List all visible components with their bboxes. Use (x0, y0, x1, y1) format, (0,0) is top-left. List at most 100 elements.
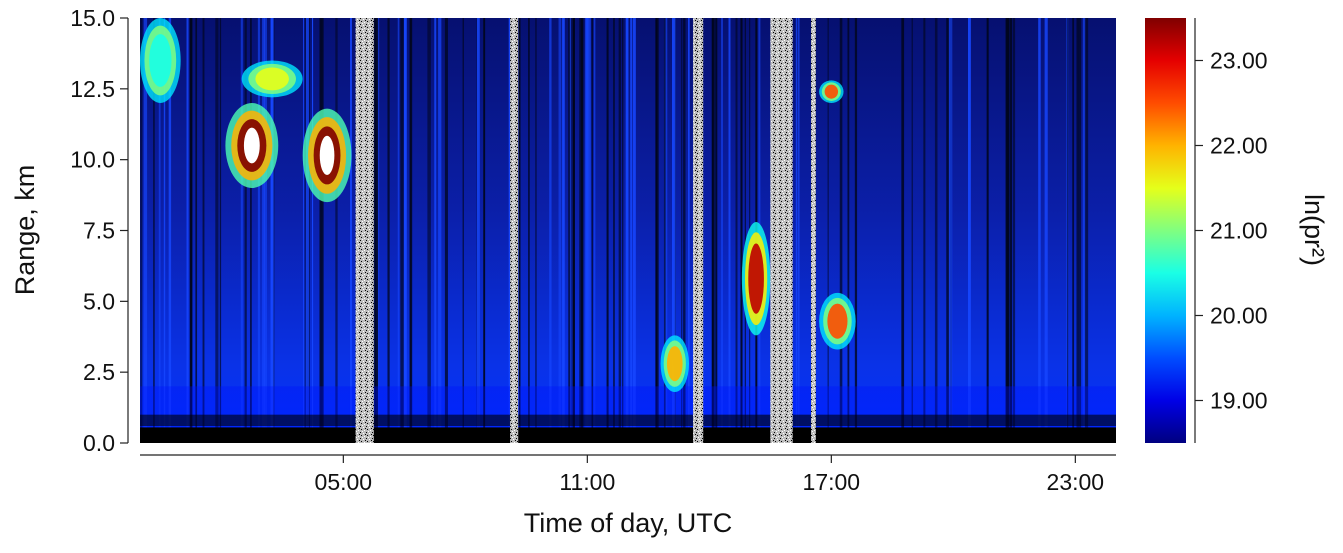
profile-streak (240, 18, 243, 443)
profile-streak (444, 18, 448, 443)
profile-streak (1012, 18, 1016, 443)
profile-streak (257, 18, 260, 443)
profile-streak (215, 18, 219, 443)
profile-streak (270, 18, 272, 443)
profile-streak (934, 18, 938, 443)
colorbar-axis: 19.00 20.00 21.00 22.00 23.00 (1194, 18, 1268, 443)
profile-streak (847, 18, 850, 443)
profile-streak (1076, 18, 1079, 443)
cloud-feature (241, 60, 303, 98)
profile-streak (476, 18, 480, 443)
no-data-column (510, 18, 519, 443)
colorbar-tick-label: 20.00 (1210, 303, 1268, 329)
profile-streak (630, 18, 633, 443)
profile-streak (967, 18, 971, 443)
profile-streak (1067, 18, 1069, 443)
profile-streak (572, 18, 575, 443)
profile-streak (311, 18, 314, 443)
y-axis: 0.0 2.5 5.0 7.5 10.0 12.5 15.0 (70, 5, 129, 456)
blind-zone (140, 427, 1116, 443)
profile-streak (321, 18, 324, 443)
profile-streak (562, 18, 565, 443)
profile-streak (593, 18, 596, 443)
profile-streak (901, 18, 905, 443)
no-data-column (811, 18, 816, 443)
profile-streak (854, 18, 858, 443)
profile-streak (797, 18, 800, 443)
cloud-feature (741, 221, 771, 336)
profile-streak (319, 18, 323, 443)
y-tick-label: 7.5 (83, 218, 115, 244)
x-axis: 05:00 11:00 17:00 23:00 (140, 454, 1116, 495)
no-data-column (355, 18, 374, 443)
profile-streak (587, 18, 591, 443)
colorbar (1145, 18, 1186, 443)
no-data-column (693, 18, 704, 443)
x-tick-label: 05:00 (315, 469, 373, 495)
profile-streak (683, 18, 686, 443)
profile-streak (1044, 18, 1048, 443)
profile-streak (462, 18, 464, 443)
profile-streak (249, 18, 252, 443)
profile-streak (1084, 18, 1089, 443)
profile-streak (528, 18, 530, 443)
x-axis-label: Time of day, UTC (524, 508, 733, 538)
profile-streak (622, 18, 624, 443)
profile-streak (911, 18, 913, 443)
profile-streak (1072, 18, 1075, 443)
profile-streak (827, 18, 829, 443)
profile-streak (613, 18, 615, 443)
profile-streak (681, 18, 683, 443)
profile-streak (186, 18, 189, 443)
profile-streak (740, 18, 743, 443)
profile-streak (558, 18, 562, 443)
profile-streak (712, 18, 716, 443)
y-tick-label: 12.5 (70, 76, 115, 102)
colorbar-tick-label: 22.00 (1210, 133, 1268, 159)
y-tick-label: 2.5 (83, 359, 115, 385)
cloud-feature (140, 18, 181, 103)
y-tick-label: 10.0 (70, 147, 115, 173)
profile-streak (403, 18, 407, 443)
profile-streak (195, 18, 198, 443)
profile-streak (244, 18, 247, 443)
profile-streak (264, 18, 268, 443)
profile-streak (663, 18, 666, 443)
colorbar-tick-label: 19.00 (1210, 388, 1268, 414)
profile-streak (335, 18, 338, 443)
profile-streak (270, 18, 274, 443)
profile-streak (549, 18, 552, 443)
profile-streak (632, 18, 636, 443)
profile-streak (728, 18, 731, 443)
profile-streak (1009, 18, 1013, 443)
profile-streak (923, 18, 926, 443)
profile-streak (591, 18, 594, 443)
cloud-feature (660, 335, 689, 392)
colorbar-tick-label: 23.00 (1210, 48, 1268, 74)
cloud-feature (819, 292, 856, 350)
profile-streak (400, 18, 404, 443)
cloud-feature (302, 108, 352, 203)
profile-streak (618, 18, 622, 443)
profile-streak (483, 18, 486, 443)
profile-streak (387, 18, 390, 443)
profile-streak (1082, 18, 1086, 443)
cloud-feature (225, 103, 279, 188)
colorbar-label: ln(pr²) (1299, 194, 1329, 266)
profile-streak (202, 18, 205, 443)
profile-streak (744, 18, 746, 443)
x-tick-label: 17:00 (803, 469, 861, 495)
x-tick-label: 11:00 (559, 469, 615, 495)
profile-streak (305, 18, 309, 443)
profile-streak (655, 18, 659, 443)
no-data-column (770, 18, 793, 443)
x-tick-label: 23:00 (1047, 469, 1105, 495)
profile-streak (579, 18, 583, 443)
profile-streak (189, 18, 192, 443)
profile-streak (946, 18, 950, 443)
profile-streak (143, 18, 148, 443)
profile-streak (349, 18, 352, 443)
y-tick-label: 5.0 (83, 288, 115, 314)
